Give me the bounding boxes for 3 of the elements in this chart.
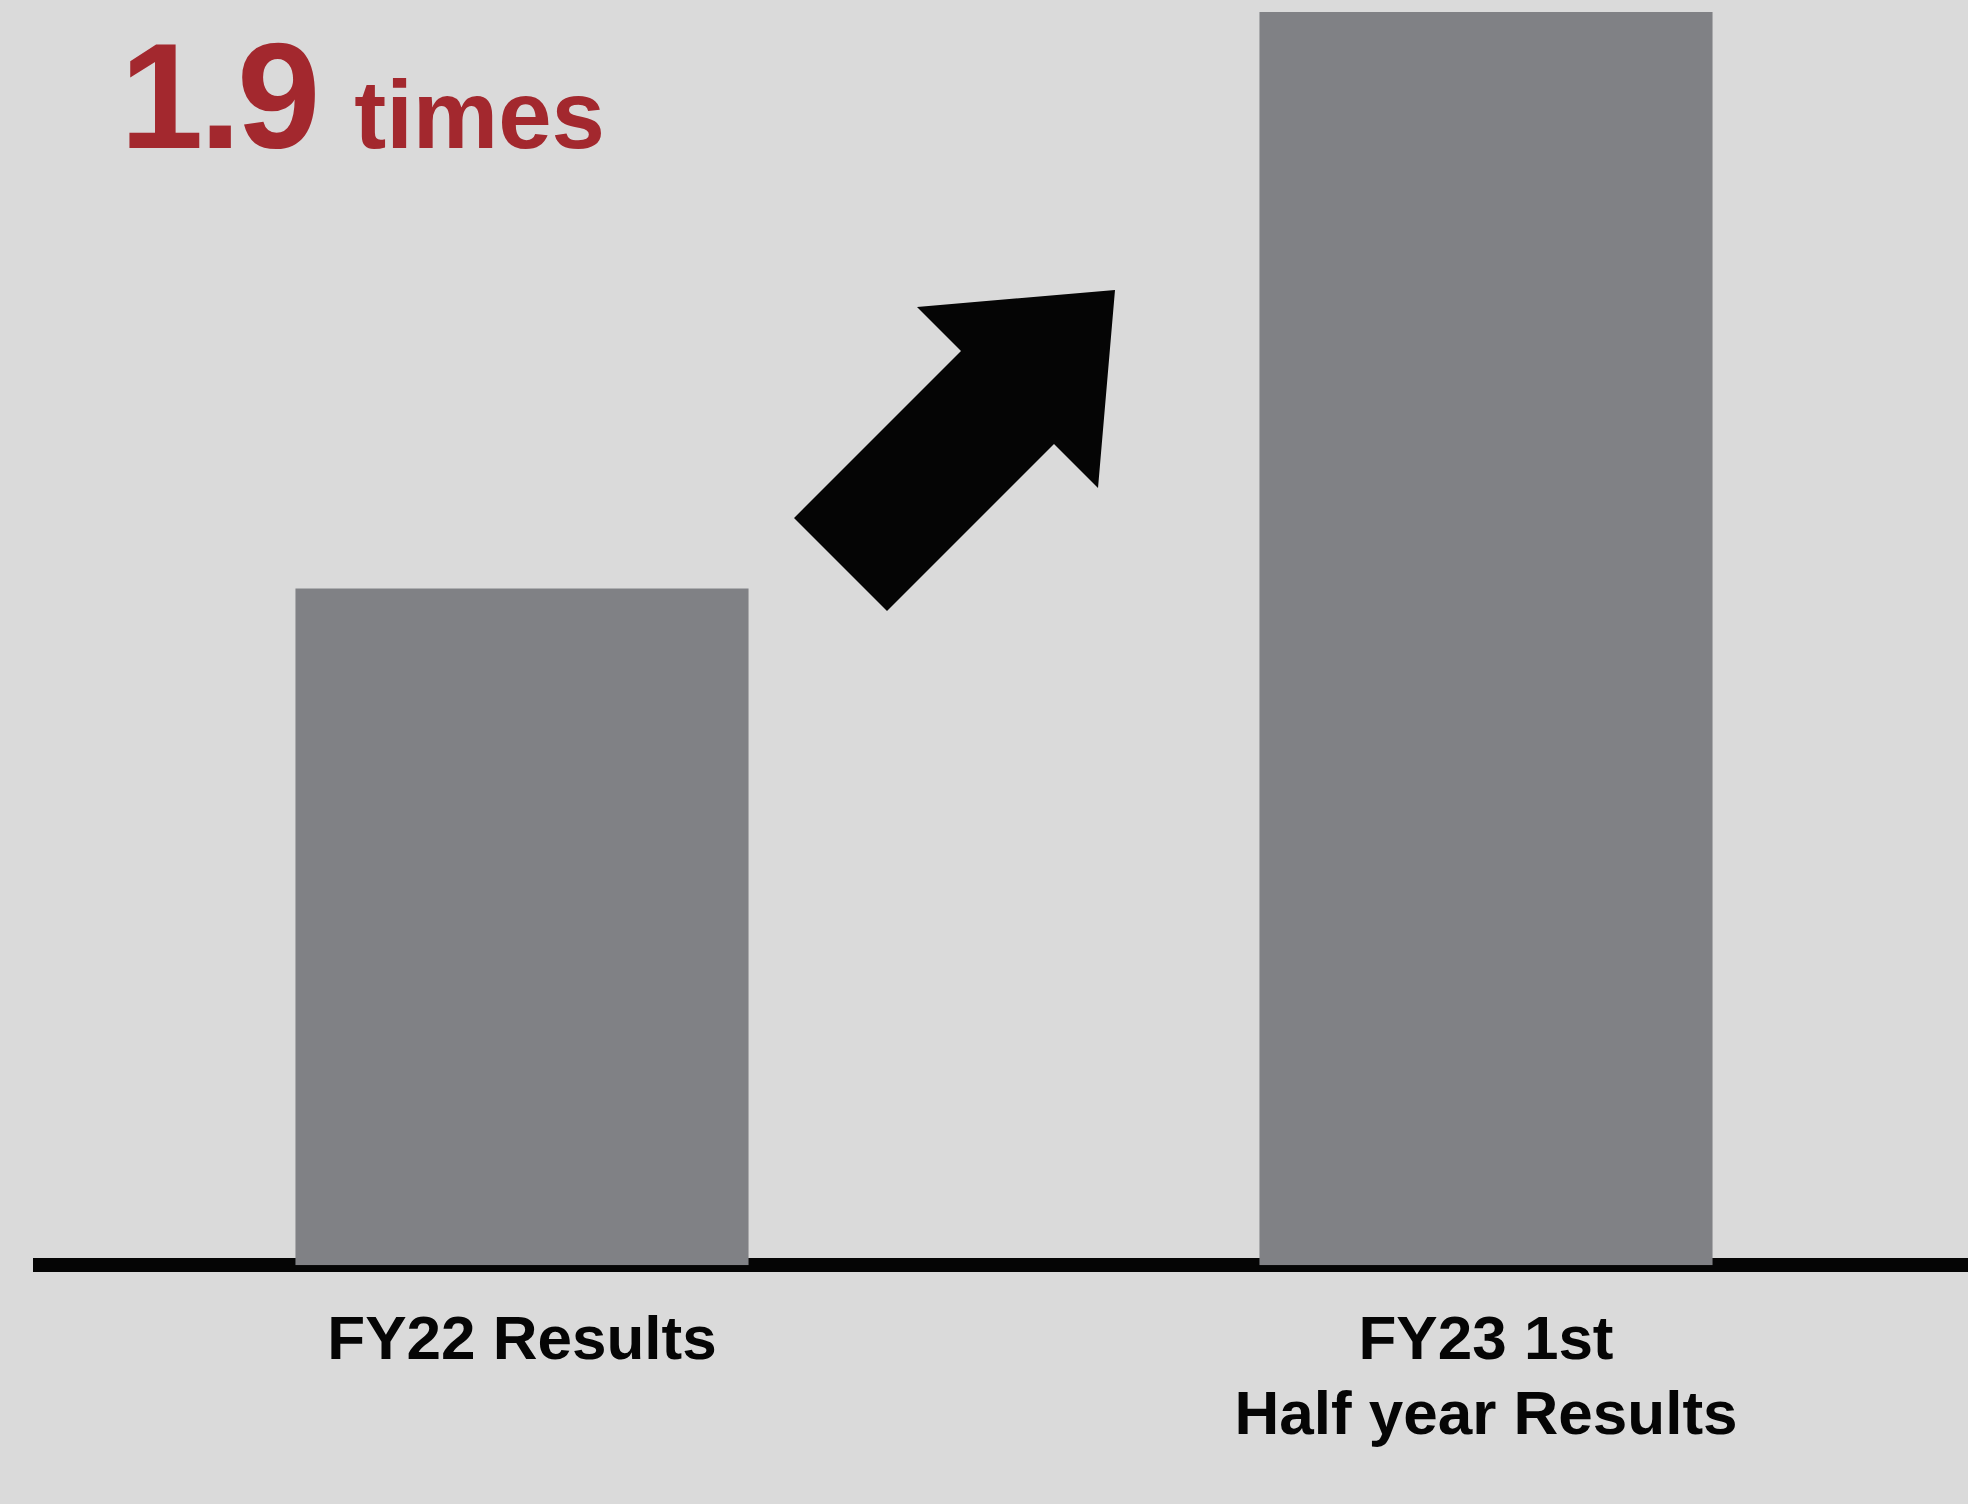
x-tick-label: FY22 Results (327, 1303, 717, 1373)
x-tick-label: FY23 1st Half year Results (1234, 1303, 1738, 1447)
chart-title: 1.9 times (120, 12, 605, 180)
